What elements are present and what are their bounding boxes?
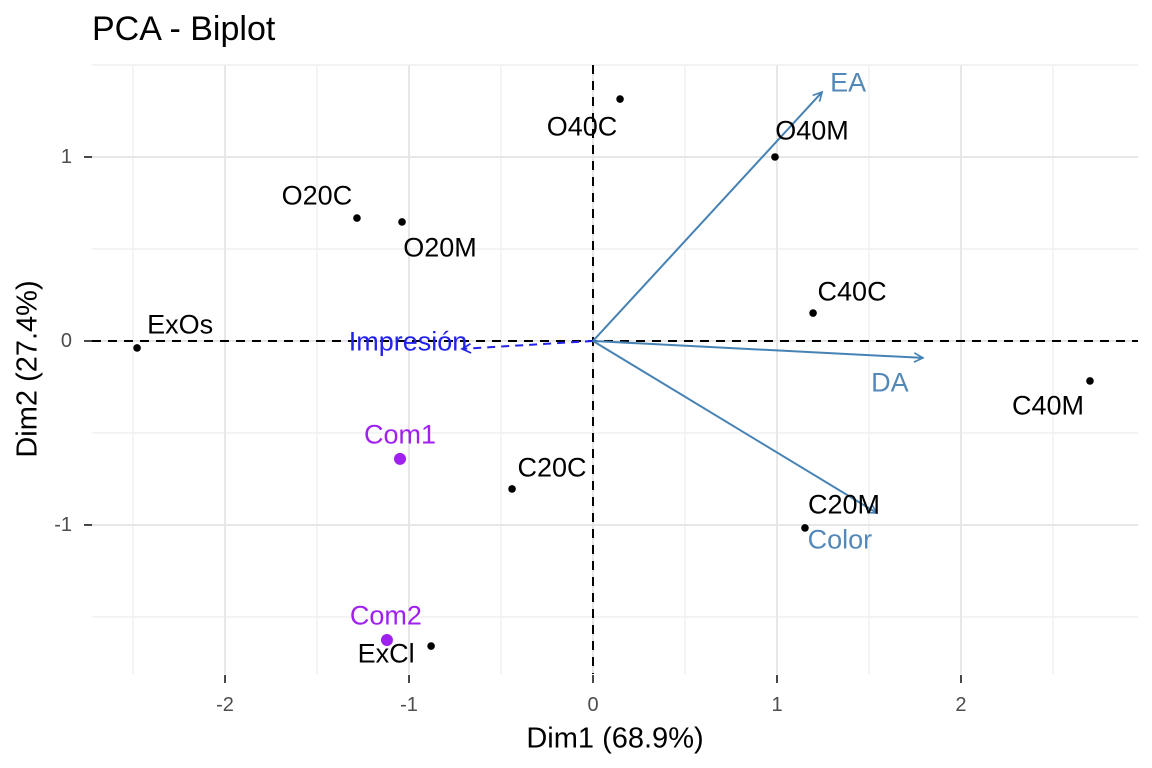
y-axis-title: Dim2 (27.4%)	[11, 280, 44, 458]
variable-arrow	[592, 90, 824, 342]
data-point	[801, 524, 809, 532]
data-point	[616, 95, 624, 103]
variable-arrow	[592, 340, 879, 514]
sup-data-point	[394, 452, 407, 465]
x-axis-title: Dim1 (68.9%)	[526, 722, 704, 755]
data-point	[508, 485, 516, 493]
data-point	[353, 214, 361, 222]
sup-data-point	[380, 633, 393, 646]
data-point	[427, 642, 435, 650]
sup-variable-arrow	[460, 339, 594, 354]
data-point	[771, 153, 779, 161]
data-point	[133, 344, 141, 352]
variable-arrow	[592, 339, 925, 363]
data-point	[398, 218, 406, 226]
data-point	[1086, 377, 1094, 385]
chart-title: PCA - Biplot	[92, 10, 276, 48]
data-point	[809, 309, 817, 317]
